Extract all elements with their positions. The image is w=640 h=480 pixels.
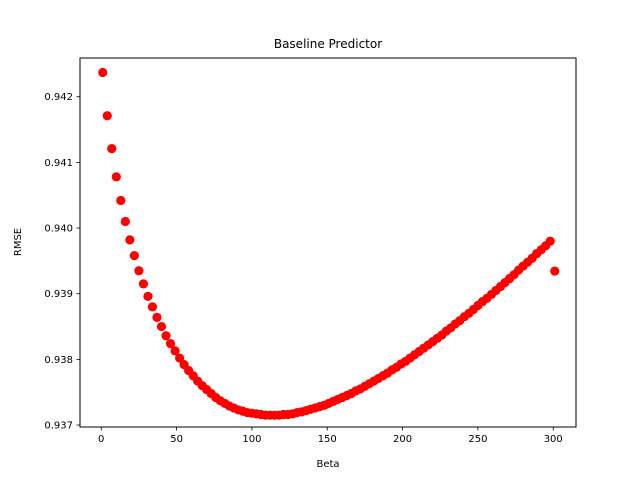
data-point	[161, 331, 171, 341]
data-point	[170, 346, 180, 356]
x-tick-label: 150	[318, 434, 337, 445]
axes-frame	[79, 57, 577, 428]
data-point	[138, 279, 149, 289]
x-tick-label: 0	[98, 434, 104, 445]
data-point	[550, 266, 560, 276]
data-point	[102, 111, 112, 121]
y-tick-label: 0.941	[44, 158, 73, 169]
data-point	[165, 339, 176, 349]
data-point	[98, 67, 108, 78]
y-tick-label: 0.940	[44, 224, 73, 235]
y-tick-label: 0.942	[44, 92, 73, 103]
x-tick-label: 300	[544, 434, 563, 445]
chart-title: Baseline Predictor	[274, 37, 382, 51]
data-point	[156, 321, 167, 332]
x-tick-label: 250	[468, 434, 487, 445]
data-point	[129, 251, 139, 261]
data-point	[120, 216, 130, 227]
x-tick-label: 100	[242, 434, 261, 445]
x-axis-ticks: 0 50 100 150 200 250 300	[98, 427, 563, 445]
x-tick-label: 50	[170, 434, 183, 445]
data-point	[143, 291, 153, 301]
data-point	[111, 172, 121, 182]
data-point	[125, 235, 135, 245]
y-tick-label: 0.937	[44, 421, 73, 432]
data-points	[98, 67, 560, 420]
data-point	[134, 266, 144, 276]
y-tick-label: 0.939	[44, 289, 73, 300]
y-axis-ticks: 0.937 0.938 0.939 0.940 0.941 0.942	[44, 92, 80, 432]
y-tick-label: 0.938	[44, 355, 73, 366]
data-point	[147, 302, 158, 312]
data-point	[152, 312, 162, 322]
data-point	[116, 195, 126, 206]
data-point	[107, 144, 117, 154]
x-tick-label: 200	[393, 434, 412, 445]
data-point	[174, 353, 185, 363]
data-point	[545, 236, 555, 246]
x-axis-label: Beta	[316, 459, 339, 470]
y-axis-label: RMSE	[13, 228, 24, 256]
